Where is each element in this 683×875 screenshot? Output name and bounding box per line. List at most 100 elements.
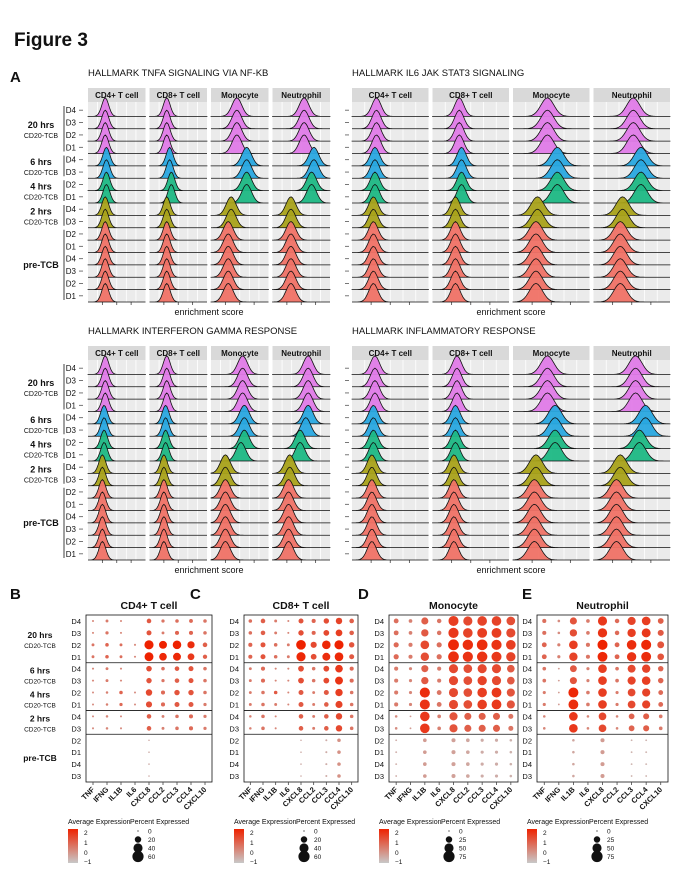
density-ridge: [351, 171, 429, 192]
dot: [477, 616, 487, 626]
dot: [598, 700, 607, 709]
dot: [658, 690, 664, 695]
dot: [174, 666, 180, 671]
dot: [480, 738, 484, 742]
dot: [423, 738, 427, 743]
dotplot-title: CD4+ T cell: [121, 600, 178, 612]
dot: [509, 774, 513, 778]
dot: [335, 713, 343, 720]
dot: [645, 775, 648, 777]
group-sublabel: CD20-TCB: [24, 219, 59, 226]
dot: [174, 689, 180, 696]
dot: [393, 618, 399, 624]
dot: [508, 725, 514, 731]
density-ridge: [87, 146, 146, 167]
dot: [658, 714, 663, 719]
group-sublabel: CD20-TCB: [24, 133, 59, 140]
dot: [477, 699, 487, 710]
dot: [643, 725, 650, 732]
density-ridge: [272, 283, 330, 303]
gene-label-ifng: IFNG: [543, 785, 562, 804]
density-ridge: [432, 516, 509, 536]
density-ridge: [149, 245, 208, 266]
group-sublabel: CD20-TCB: [24, 195, 59, 202]
size-legend-label: 25: [607, 837, 615, 844]
x-axis-label: enrichment score: [476, 307, 545, 317]
group-label: 2 hrs: [30, 464, 52, 474]
density-ridge: [351, 355, 429, 375]
dot: [463, 688, 473, 697]
dot: [349, 726, 354, 731]
row-label-d3: D3: [71, 677, 81, 686]
dot: [300, 739, 302, 742]
colorbar-tick-label: 2: [543, 830, 547, 837]
dot: [273, 690, 278, 695]
density-ridge: [87, 121, 146, 142]
row-label-d1: D1: [66, 451, 77, 460]
facet-strip: [272, 346, 330, 360]
dot: [568, 699, 579, 710]
dot: [628, 725, 635, 732]
dot: [586, 631, 590, 635]
density-ridge: [593, 146, 671, 167]
dot: [437, 714, 442, 719]
facet-strip: [211, 346, 269, 360]
dot: [335, 617, 343, 625]
density-ridge: [432, 171, 510, 192]
row-label-d3: D3: [374, 677, 384, 686]
dot: [349, 678, 354, 683]
dot: [478, 724, 486, 732]
density-ridge: [351, 245, 429, 266]
density-ridge: [211, 392, 269, 412]
density-ridge: [593, 442, 670, 462]
row-label-d3: D3: [522, 677, 532, 686]
dot: [598, 664, 607, 674]
row-label-d1: D1: [66, 143, 77, 152]
dot: [598, 724, 607, 733]
row-label-d3: D3: [229, 724, 239, 733]
density-ridge: [351, 97, 429, 117]
row-label-d2: D2: [66, 438, 77, 447]
group-sublabel: CD20-TCB: [24, 726, 56, 733]
density-ridge: [513, 134, 590, 154]
dot: [300, 775, 302, 777]
row-label-d3: D3: [66, 426, 77, 435]
ridge-panel-2: HALLMARK IL6 JAK STAT3 SIGNALING CD4+ T c…: [345, 68, 671, 317]
dot: [408, 702, 413, 707]
dot: [569, 712, 578, 721]
density-ridge: [593, 221, 671, 241]
pct-expressed-legend-title: Percent Expressed: [296, 819, 355, 826]
density-ridge: [210, 380, 269, 400]
density-ridge: [272, 392, 330, 412]
dot: [437, 678, 442, 683]
dot: [260, 630, 266, 636]
dot: [641, 664, 651, 673]
group-sublabel: CD20-TCB: [24, 391, 59, 398]
dot: [449, 724, 458, 733]
dot: [557, 631, 561, 635]
dot: [312, 726, 316, 730]
density-ridge: [87, 270, 146, 291]
colorbar-tick-label: 0: [250, 850, 254, 857]
group-label: 4 hrs: [30, 182, 52, 192]
dot: [420, 723, 430, 734]
dot: [463, 616, 473, 626]
density-ridge: [432, 454, 510, 474]
dot: [509, 762, 513, 766]
size-legend-label: 50: [459, 846, 467, 853]
density-ridge: [210, 404, 269, 425]
size-legend-dot: [299, 843, 309, 853]
dot: [627, 700, 636, 709]
dot: [119, 715, 123, 718]
density-ridge: [512, 380, 590, 400]
dot: [335, 688, 343, 697]
density-ridge: [432, 429, 510, 450]
dot: [436, 630, 442, 636]
colorbar-tick-label: 1: [543, 840, 547, 847]
dot: [421, 676, 429, 685]
density-ridge: [87, 220, 146, 241]
size-legend-label: 40: [314, 846, 322, 853]
dot: [324, 702, 329, 707]
gene-label-il1b: IL1B: [107, 785, 125, 803]
